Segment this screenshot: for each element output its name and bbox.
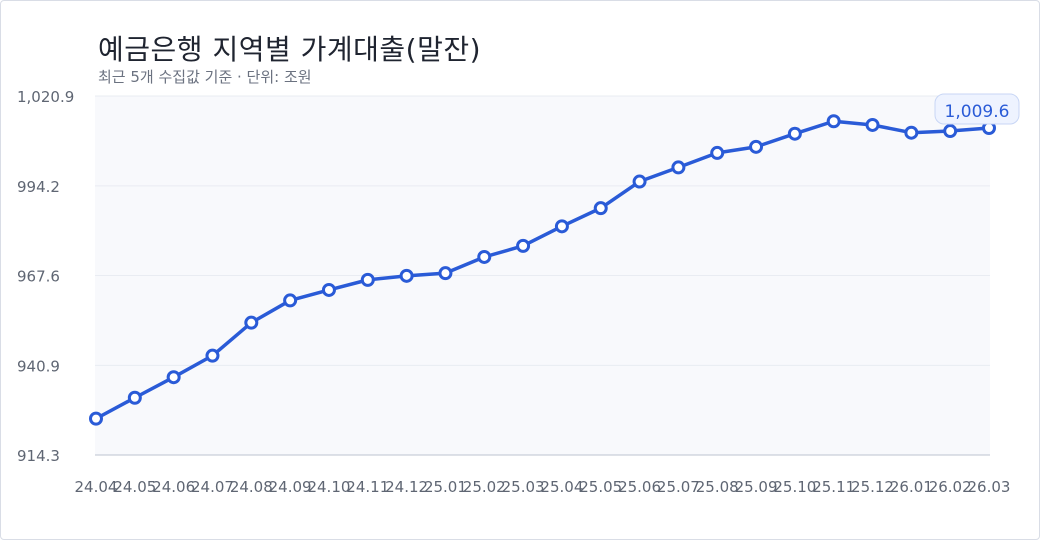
data-point bbox=[787, 126, 802, 141]
x-tick-label: 25.12 bbox=[851, 478, 894, 496]
x-tick-label: 24.05 bbox=[113, 478, 156, 496]
callout-label: 1,009.6 bbox=[945, 102, 1010, 122]
x-tick-label: 24.06 bbox=[152, 478, 195, 496]
x-tick-label: 25.01 bbox=[424, 478, 467, 496]
x-tick-label: 26.03 bbox=[968, 478, 1011, 496]
x-tick-label: 25.04 bbox=[540, 478, 583, 496]
data-point bbox=[904, 125, 919, 140]
x-tick-label: 25.06 bbox=[618, 478, 661, 496]
data-point bbox=[244, 315, 259, 330]
grid-lines bbox=[95, 95, 990, 366]
y-tick-label: 967.6 bbox=[17, 268, 60, 286]
x-tick-label: 24.07 bbox=[191, 478, 234, 496]
y-tick-label: 940.9 bbox=[17, 357, 60, 375]
x-tick-label: 24.11 bbox=[346, 478, 389, 496]
data-point bbox=[89, 411, 103, 426]
data-point bbox=[360, 272, 375, 287]
x-tick-label: 24.08 bbox=[230, 478, 273, 496]
y-tick-label: 1,020.9 bbox=[17, 88, 74, 106]
data-point bbox=[632, 174, 647, 189]
x-tick-label: 25.09 bbox=[735, 478, 778, 496]
data-points bbox=[89, 114, 996, 426]
data-point bbox=[865, 117, 880, 132]
x-tick-label: 24.09 bbox=[269, 478, 312, 496]
y-tick-label: 994.2 bbox=[17, 178, 60, 196]
data-point bbox=[127, 390, 142, 405]
last-value-callout: 1,009.6 bbox=[934, 93, 1020, 125]
callout-box bbox=[934, 93, 1020, 125]
data-point bbox=[826, 114, 841, 129]
data-point bbox=[283, 293, 298, 308]
x-tick-label: 25.05 bbox=[579, 478, 622, 496]
data-point bbox=[710, 145, 725, 160]
data-point bbox=[438, 266, 453, 281]
x-tick-label: 26.02 bbox=[929, 478, 972, 496]
x-tick-label: 25.07 bbox=[657, 478, 700, 496]
data-point bbox=[749, 139, 764, 154]
data-point bbox=[671, 160, 686, 175]
data-point bbox=[321, 282, 336, 297]
chart-title: 예금은행 지역별 가계대출(말잔) bbox=[98, 33, 482, 66]
x-axis-ticks: 24.0424.0524.0624.0724.0824.0924.1024.11… bbox=[75, 478, 1011, 496]
data-point bbox=[166, 370, 181, 385]
y-tick-label: 914.3 bbox=[17, 447, 60, 465]
data-point bbox=[205, 348, 220, 363]
y-axis-ticks: 1,020.9 994.2 967.6 940.9 914.3 bbox=[17, 88, 74, 465]
data-point bbox=[516, 238, 531, 253]
x-tick-label: 26.01 bbox=[890, 478, 933, 496]
x-tick-label: 25.08 bbox=[696, 478, 739, 496]
x-tick-label: 24.10 bbox=[307, 478, 350, 496]
x-tick-label: 25.03 bbox=[502, 478, 545, 496]
data-point bbox=[943, 124, 958, 139]
x-tick-label: 24.04 bbox=[75, 478, 118, 496]
x-tick-label: 25.11 bbox=[812, 478, 855, 496]
x-tick-label: 25.02 bbox=[463, 478, 506, 496]
data-point bbox=[554, 219, 569, 234]
data-point bbox=[399, 268, 414, 283]
chart-subtitle: 최근 5개 수집값 기준 · 단위: 조원 bbox=[98, 68, 312, 86]
x-tick-label: 25.10 bbox=[773, 478, 816, 496]
data-point bbox=[593, 201, 608, 216]
data-point bbox=[477, 249, 492, 264]
x-tick-label: 24.12 bbox=[385, 478, 428, 496]
